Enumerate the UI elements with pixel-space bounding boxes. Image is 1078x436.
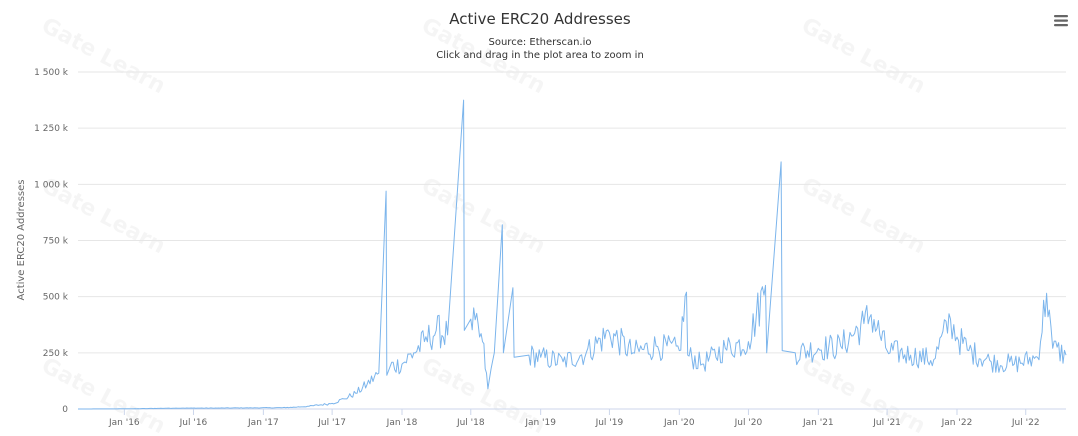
watermark-text: Gate Learn	[417, 173, 549, 259]
y-tick-label: 1 250 k	[34, 124, 69, 134]
watermark-text: Gate Learn	[37, 353, 169, 436]
y-tick-label: 1 500 k	[34, 68, 69, 78]
hamburger-menu-icon[interactable]	[1054, 15, 1068, 27]
x-tick-label: Jul '19	[595, 418, 624, 428]
y-axis: 0 250 k 500 k 750 k 1 000 k 1 250 k 1 500 k	[34, 68, 69, 415]
x-tick-label: Jan '21	[802, 418, 834, 428]
zoom-hint: Click and drag in the plot area to zoom …	[436, 50, 644, 61]
x-tick-label: Jul '18	[456, 418, 485, 428]
x-tick-label: Jul '16	[179, 418, 208, 428]
x-tick-label: Jan '22	[941, 418, 973, 428]
series-line[interactable]	[78, 99, 1067, 410]
x-tick-label: Jan '16	[108, 418, 140, 428]
x-tick-label: Jan '20	[663, 418, 695, 428]
y-axis-title: Active ERC20 Addresses	[16, 180, 27, 301]
y-tick-label: 1 000 k	[34, 180, 69, 190]
chart-title: Active ERC20 Addresses	[449, 10, 631, 28]
x-tick-label: Jul '22	[1011, 418, 1040, 428]
watermark-text: Gate Learn	[37, 13, 169, 99]
chart-subtitle: Source: Etherscan.io	[489, 37, 592, 48]
watermark-layer: Gate Learn Gate Learn Gate Learn Gate Learn…	[37, 13, 929, 436]
x-axis: Jan '16 Jul '16 Jan '17 Jul '17 Jan '18 Jul '…	[108, 409, 1040, 428]
x-tick-label: Jul '21	[872, 418, 901, 428]
y-tick-label: 250 k	[43, 349, 69, 359]
watermark-text: Gate Learn	[797, 13, 929, 99]
x-tick-label: Jul '20	[734, 418, 763, 428]
y-tick-label: 500 k	[43, 293, 69, 303]
x-tick-label: Jan '18	[386, 418, 418, 428]
watermark-text: Gate Learn	[797, 173, 929, 259]
x-tick-label: Jul '17	[317, 418, 346, 428]
x-tick-label: Jan '19	[524, 418, 556, 428]
grid-lines	[78, 71, 1066, 410]
y-tick-label: 750 k	[43, 237, 69, 247]
x-tick-label: Jan '17	[247, 418, 279, 428]
y-tick-label: 0	[62, 405, 68, 415]
